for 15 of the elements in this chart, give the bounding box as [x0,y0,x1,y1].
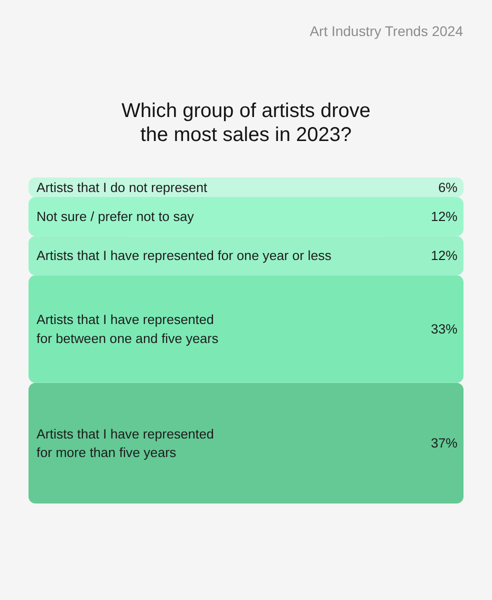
series-label: Artists that I do not represent [36,180,208,195]
series-label: Artists that I have represented for between one and five years [36,312,219,346]
chart-subtitle: Art Industry Trends 2024 [308,22,463,40]
data-label: 6% [438,180,458,195]
series-label: Not sure / prefer not to say [36,209,194,224]
data-label: 12% [430,209,458,224]
data-label: 37% [430,436,458,451]
bar [28,275,464,383]
series-label: Artists that I have represented for more than five years [36,426,214,460]
series-label: Artists that I have represented for one year or less [36,248,332,264]
data-label: 12% [430,248,458,264]
bar [28,178,464,198]
chart-title: Which group of artists drove the most sales in 2023? [120,99,372,147]
data-label: 33% [430,322,458,337]
bar [28,382,464,504]
